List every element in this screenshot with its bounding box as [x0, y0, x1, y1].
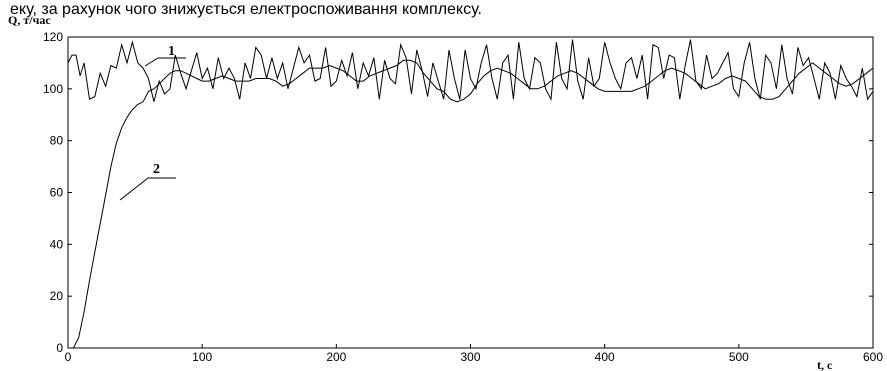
y-tick-label: 120 — [43, 30, 63, 44]
x-tick-label: 600 — [863, 350, 883, 364]
y-tick-label: 60 — [50, 186, 64, 200]
series-2-label: 2 — [153, 162, 160, 177]
plot-frame — [67, 36, 874, 349]
y-axis-ticks: 0 20 40 60 80 100 120 — [43, 30, 873, 355]
series-2-leader-line — [119, 177, 176, 201]
x-axis-ticks: 0 100 200 300 400 500 600 — [65, 344, 883, 364]
x-tick-label: 300 — [460, 350, 480, 364]
series-1-leader-line — [144, 57, 186, 67]
series-1-label: 1 — [168, 44, 175, 59]
series-layer — [67, 39, 874, 349]
series-labels: 12 — [119, 44, 186, 201]
x-tick-label: 200 — [326, 350, 346, 364]
series-1-line — [67, 39, 874, 102]
x-axis-label: t, c — [817, 358, 833, 371]
x-tick-label: 400 — [595, 350, 615, 364]
y-tick-label: 40 — [50, 237, 64, 251]
series-2-line — [68, 59, 874, 349]
x-tick-label: 100 — [192, 350, 212, 364]
y-tick-label: 100 — [43, 82, 63, 96]
y-tick-label: 0 — [56, 341, 63, 355]
y-tick-label: 20 — [50, 289, 64, 303]
x-tick-label: 0 — [65, 350, 72, 364]
y-tick-label: 80 — [50, 134, 64, 148]
y-axis-label: Q, т/час — [8, 13, 51, 27]
caption-text: еку, за рахунок чого знижується електрос… — [10, 1, 482, 18]
x-tick-label: 500 — [729, 350, 749, 364]
